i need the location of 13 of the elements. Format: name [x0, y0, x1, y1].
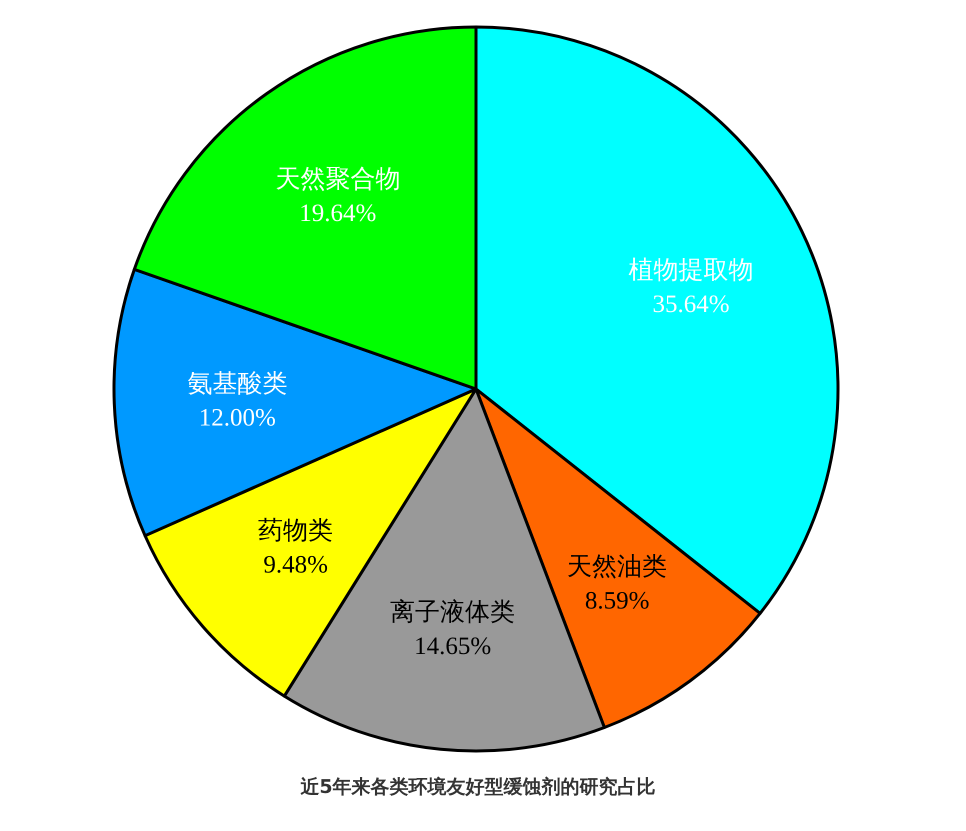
slice-label: 药物类: [258, 518, 334, 545]
slice-label: 氨基酸类: [187, 370, 288, 398]
data-label: 12.00%: [198, 404, 276, 432]
slice-label: 植物提取物: [628, 256, 754, 284]
data-label: 8.59%: [584, 588, 650, 615]
text: 近5年来各类环境友好型缓蚀剂的研究占比: [299, 776, 656, 798]
slice-label: 离子液体类: [390, 598, 516, 626]
slice-label: 天然聚合物: [275, 166, 400, 194]
data-label: 35.64%: [652, 290, 730, 318]
slice-label: 天然油类: [567, 554, 668, 581]
data-label: 19.64%: [299, 200, 376, 228]
data-label: 14.65%: [414, 632, 492, 660]
data-label: 9.48%: [263, 552, 328, 579]
